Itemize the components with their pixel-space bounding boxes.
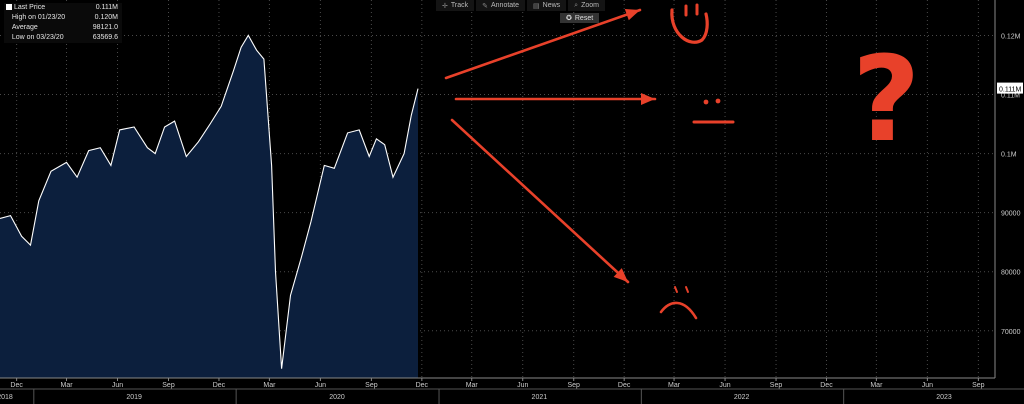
x-tick-label: Jun — [517, 382, 528, 389]
x-tick-label: Jun — [719, 382, 730, 389]
question-mark-annotation: ? — [852, 30, 921, 168]
x-tick-label: Mar — [466, 382, 479, 389]
year-label: 2020 — [329, 394, 345, 401]
x-tick-label: Sep — [365, 382, 378, 389]
projection-arrow-shaft — [450, 118, 630, 284]
legend-high-value: 0.120M — [94, 14, 118, 21]
legend-average: Average 98121.0 — [4, 23, 122, 33]
sad-face-eye — [685, 286, 689, 293]
reset-button[interactable]: ✪ Reset — [560, 13, 600, 23]
last-price-box — [997, 82, 1023, 94]
projection-arrow-head — [613, 268, 628, 282]
price-line — [0, 34, 419, 369]
x-tick-label: Sep — [162, 382, 175, 389]
x-tick-label: Dec — [213, 382, 226, 389]
x-tick-label: Jun — [112, 382, 123, 389]
x-tick-label: Dec — [10, 382, 23, 389]
legend-last-price-value: 0.111M — [95, 4, 118, 11]
year-label: 2021 — [532, 394, 548, 401]
legend-low: Low on 03/23/20 63569.6 — [4, 33, 122, 43]
projection-arrow-shaft — [444, 8, 642, 80]
year-label: 2019 — [126, 394, 142, 401]
happy-face-mouth — [670, 8, 709, 44]
annotate-button[interactable]: ✎ Annotate — [476, 0, 526, 11]
x-tick-label: Sep — [972, 382, 985, 389]
zoom-label: Zoom — [581, 2, 599, 9]
y-tick-label: 70000 — [1001, 329, 1021, 336]
pencil-icon: ✎ — [482, 2, 488, 10]
x-tick-label: Dec — [618, 382, 631, 389]
last-price-label: 0.111M — [999, 87, 1021, 94]
reset-label: Reset — [574, 14, 594, 22]
news-label: News — [542, 2, 561, 9]
x-tick-label: Sep — [770, 382, 783, 389]
year-label: 2022 — [734, 394, 750, 401]
x-tick-label: Sep — [567, 382, 580, 389]
y-tick-label: 0.12M — [1001, 33, 1021, 40]
year-label: 2018 — [0, 394, 13, 401]
track-button[interactable]: ✛ Track — [436, 0, 475, 11]
x-tick-label: Dec — [416, 382, 429, 389]
x-tick-label: Dec — [820, 382, 833, 389]
chart-toolbar: ✛ Track ✎ Annotate ▤ News ⌕ Zoom — [436, 0, 605, 11]
neutral-face-eye — [703, 99, 709, 105]
series-swatch — [6, 4, 12, 11]
x-tick-label: Jun — [315, 382, 326, 389]
legend-average-value: 98121.0 — [92, 24, 118, 31]
legend-high-label: High on 01/23/20 — [11, 14, 66, 21]
news-icon: ▤ — [533, 2, 540, 10]
price-area — [0, 35, 418, 379]
x-tick-label: Mar — [263, 382, 276, 389]
x-tick-label: Mar — [60, 382, 73, 389]
legend-low-label: Low on 03/23/20 — [11, 34, 64, 41]
legend-box: Last Price 0.111M High on 01/23/20 0.120… — [4, 3, 122, 43]
sad-face-mouth — [659, 301, 698, 320]
legend-low-value: 63569.6 — [92, 34, 118, 41]
magnifier-icon: ⌕ — [574, 1, 579, 9]
track-label: Track — [450, 2, 469, 9]
annotate-label: Annotate — [491, 2, 520, 9]
y-tick-label: 90000 — [1001, 211, 1021, 218]
year-label: 2023 — [936, 394, 952, 401]
legend-average-label: Average — [11, 24, 38, 31]
legend-high: High on 01/23/20 0.120M — [4, 13, 122, 23]
crosshair-icon: ✛ — [442, 2, 448, 10]
y-tick-label: 0.11M — [1001, 93, 1020, 100]
legend-last-price: Last Price 0.111M — [4, 3, 122, 13]
projection-arrow-head — [624, 8, 640, 21]
legend-last-price-label: Last Price — [14, 4, 46, 11]
projection-arrow-head — [641, 93, 655, 105]
y-tick-label: 0.1M — [1001, 152, 1017, 159]
x-tick-label: Jun — [922, 382, 933, 389]
sad-face-eye — [674, 286, 678, 293]
reset-icon: ✪ — [566, 15, 572, 22]
news-button[interactable]: ▤ News — [527, 0, 567, 11]
neutral-face-eye — [715, 98, 721, 104]
zoom-button[interactable]: ⌕ Zoom — [568, 0, 605, 11]
x-tick-label: Mar — [870, 382, 883, 389]
x-tick-label: Mar — [668, 382, 681, 389]
y-tick-label: 80000 — [1001, 270, 1021, 277]
